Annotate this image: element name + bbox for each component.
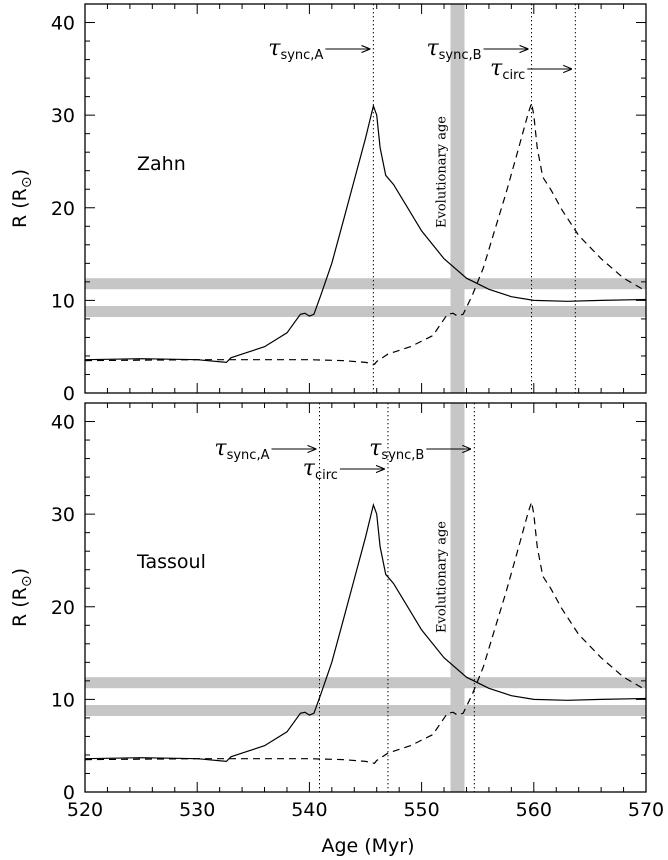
x-tick-label: 550: [403, 799, 439, 821]
evolutionary-age-label: Evolutionary age: [435, 116, 450, 228]
series-solid: [85, 502, 646, 763]
plot-frame: [84, 3, 647, 394]
panel-label: Tassoul: [136, 551, 206, 573]
y-tick-label: 40: [51, 412, 75, 434]
timescale-label: τsync,A: [214, 436, 269, 463]
x-axis-label: Age (Myr): [321, 835, 414, 857]
series-dashed: [85, 501, 646, 764]
evolutionary-age-band: [450, 4, 465, 393]
y-tick-label: 40: [51, 13, 75, 35]
y-tick-label: 10: [51, 689, 75, 711]
y-tick-label: 0: [63, 383, 75, 405]
radius-band: [85, 677, 646, 689]
panel-label: Zahn: [137, 153, 186, 175]
timescale-label: τcirc: [303, 456, 338, 483]
x-tick-label: 520: [67, 799, 103, 821]
x-tick-label: 540: [291, 799, 327, 821]
y-tick-label: 0: [63, 782, 75, 804]
y-tick-label: 30: [51, 105, 75, 127]
timescale-label: τsync,B: [426, 36, 481, 63]
timescale-label: τsync,A: [268, 36, 323, 63]
radius-band: [85, 704, 646, 716]
panel-tassoul: 520 530 540 550 560 570 0 10 20 30 40 R (R⊙) Tassoul…: [9, 402, 664, 821]
y-axis-label: R (R⊙): [9, 568, 35, 627]
plot-frame: [84, 402, 647, 793]
series-dashed: [85, 102, 646, 365]
x-tick-label: 530: [179, 799, 215, 821]
timescale-label: τsync,B: [369, 436, 424, 463]
y-tick-label: 30: [51, 504, 75, 526]
radius-band: [85, 278, 646, 290]
x-tick-label: 570: [628, 799, 664, 821]
y-tick-label: 20: [51, 597, 75, 619]
series-solid: [85, 103, 646, 364]
evolutionary-age-label: Evolutionary age: [435, 521, 450, 633]
y-tick-label: 20: [51, 198, 75, 220]
panel-zahn: 0 10 20 30 40 R (R⊙) Zahn Evolutionary age τsync…: [9, 3, 647, 405]
evolutionary-age-band: [450, 403, 465, 792]
radius-band: [85, 305, 646, 317]
y-tick-label: 10: [51, 290, 75, 312]
x-tick-label: 560: [516, 799, 552, 821]
timescale-label: τcirc: [490, 56, 525, 83]
y-axis-label: R (R⊙): [9, 169, 35, 228]
